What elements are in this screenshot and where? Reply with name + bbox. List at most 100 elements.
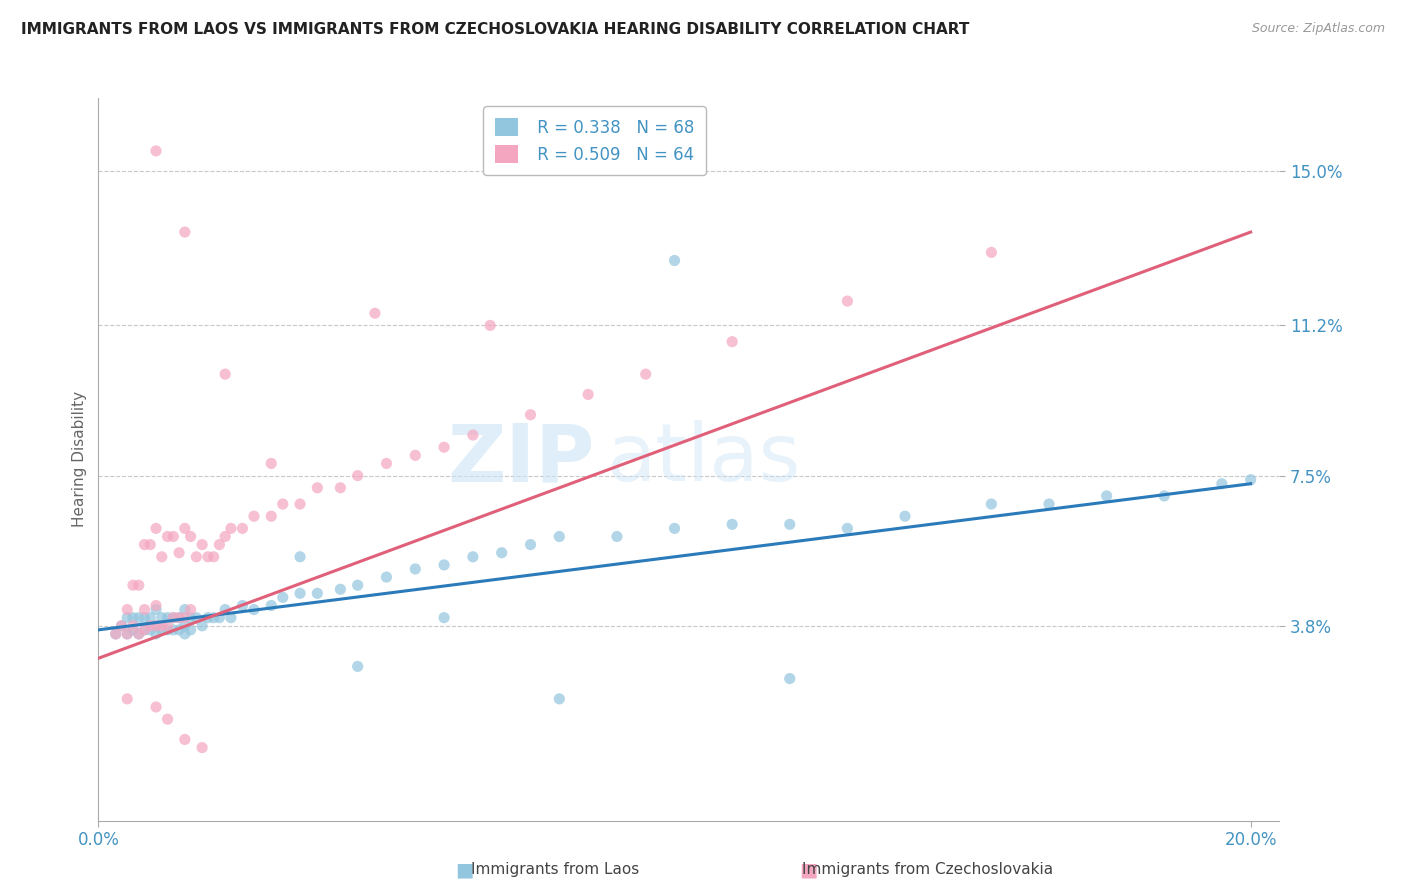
Point <box>208 538 231 552</box>
Point <box>134 602 156 616</box>
Point <box>202 549 225 564</box>
Point <box>145 144 167 158</box>
Point <box>288 497 311 511</box>
Point <box>243 602 266 616</box>
Point <box>122 578 145 592</box>
Point <box>479 318 502 333</box>
Point <box>191 538 214 552</box>
Point <box>156 529 179 543</box>
Point <box>191 619 214 633</box>
Point <box>208 610 231 624</box>
Point <box>375 570 398 584</box>
Point <box>346 578 368 592</box>
Point <box>104 627 127 641</box>
Point <box>167 623 190 637</box>
Point <box>145 619 167 633</box>
Point <box>162 529 184 543</box>
Point <box>433 558 456 572</box>
Point <box>110 619 132 633</box>
Point <box>461 428 484 442</box>
Point <box>180 602 202 616</box>
Point <box>145 619 167 633</box>
Point <box>202 610 225 624</box>
Point <box>186 610 208 624</box>
Point <box>173 602 195 616</box>
Point <box>134 623 156 637</box>
Legend:  R = 0.338   N = 68,  R = 0.509   N = 64: R = 0.338 N = 68, R = 0.509 N = 64 <box>484 106 706 176</box>
Point <box>721 334 744 349</box>
Point <box>180 623 202 637</box>
Point <box>664 253 686 268</box>
Point <box>404 562 426 576</box>
Point <box>214 367 236 381</box>
Point <box>145 599 167 613</box>
Point <box>115 610 138 624</box>
Point <box>1153 489 1175 503</box>
Point <box>461 549 484 564</box>
Point <box>128 627 150 641</box>
Point <box>214 529 236 543</box>
Text: ■: ■ <box>454 860 474 880</box>
Point <box>519 538 541 552</box>
Point <box>346 659 368 673</box>
Point <box>122 610 145 624</box>
Point <box>231 599 253 613</box>
Point <box>231 521 253 535</box>
Point <box>110 619 132 633</box>
Point <box>104 627 127 641</box>
Point <box>145 700 167 714</box>
Point <box>180 529 202 543</box>
Point <box>162 623 184 637</box>
Point <box>162 610 184 624</box>
Point <box>156 610 179 624</box>
Point <box>115 627 138 641</box>
Text: Source: ZipAtlas.com: Source: ZipAtlas.com <box>1251 22 1385 36</box>
Point <box>197 549 219 564</box>
Text: ■: ■ <box>799 860 818 880</box>
Text: Immigrants from Czechoslovakia: Immigrants from Czechoslovakia <box>803 863 1053 877</box>
Point <box>548 691 571 706</box>
Point <box>288 549 311 564</box>
Point <box>329 481 352 495</box>
Point <box>139 538 162 552</box>
Point <box>288 586 311 600</box>
Point <box>1211 476 1233 491</box>
Point <box>128 610 150 624</box>
Point <box>260 457 283 471</box>
Point <box>134 538 156 552</box>
Point <box>128 578 150 592</box>
Point <box>260 509 283 524</box>
Point <box>150 549 173 564</box>
Point <box>364 306 387 320</box>
Point <box>139 623 162 637</box>
Point <box>576 387 599 401</box>
Point <box>980 497 1002 511</box>
Point <box>1240 473 1263 487</box>
Point <box>329 582 352 597</box>
Point <box>122 619 145 633</box>
Y-axis label: Hearing Disability: Hearing Disability <box>72 392 87 527</box>
Point <box>433 440 456 454</box>
Point <box>167 546 190 560</box>
Point <box>519 408 541 422</box>
Point <box>721 517 744 532</box>
Point <box>115 691 138 706</box>
Point <box>548 529 571 543</box>
Text: Immigrants from Laos: Immigrants from Laos <box>471 863 640 877</box>
Point <box>122 623 145 637</box>
Point <box>837 294 859 309</box>
Point <box>134 610 156 624</box>
Point <box>150 619 173 633</box>
Point <box>664 521 686 535</box>
Point <box>837 521 859 535</box>
Point <box>219 521 242 535</box>
Point <box>156 619 179 633</box>
Point <box>219 610 242 624</box>
Point <box>162 610 184 624</box>
Point <box>128 627 150 641</box>
Point <box>156 623 179 637</box>
Point <box>145 602 167 616</box>
Point <box>307 481 329 495</box>
Point <box>156 712 179 726</box>
Point <box>173 732 195 747</box>
